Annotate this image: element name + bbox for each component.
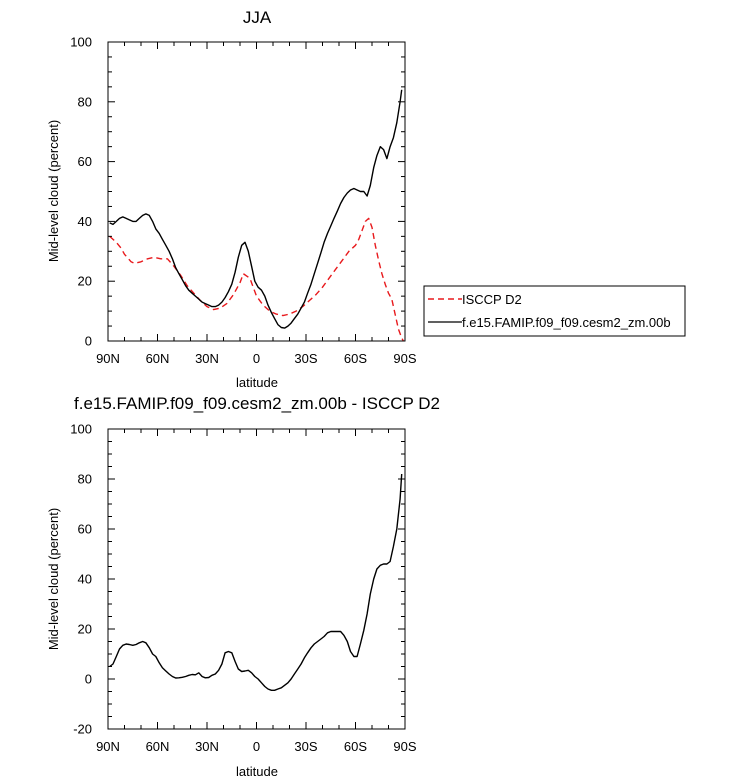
y-tick-label: 60 bbox=[78, 154, 92, 169]
top-y-axis-label: Mid-level cloud (percent) bbox=[46, 120, 61, 262]
x-tick-label: 30N bbox=[195, 739, 219, 754]
y-tick-label: -20 bbox=[73, 722, 92, 737]
top-axes: 90N 60N 30N 0 30S 60S 90S 0 20 40 60 80 100 bbox=[70, 35, 417, 367]
bottom-axes: 90N 60N 30N 0 30S 60S 90S -20 0 20 40 60 80 100 bbox=[70, 422, 417, 755]
x-tick-label: 60S bbox=[344, 351, 367, 366]
y-tick-label: 80 bbox=[78, 472, 92, 487]
top-series-line-0 bbox=[109, 217, 405, 342]
bottom-plot-frame bbox=[107, 428, 406, 730]
top-series-line-1 bbox=[109, 89, 403, 329]
legend-label-isccp: ISCCP D2 bbox=[462, 292, 522, 307]
y-tick-label: 40 bbox=[78, 572, 92, 587]
y-tick-label: 20 bbox=[78, 274, 92, 289]
top-title: JJA bbox=[243, 8, 272, 27]
legend: ISCCP D2 f.e15.FAMIP.f09_f09.cesm2_zm.00… bbox=[423, 285, 686, 337]
y-tick-label: 100 bbox=[70, 35, 92, 50]
legend-box bbox=[423, 285, 686, 337]
y-tick-label: 80 bbox=[78, 94, 92, 109]
bottom-x-axis-label: latitude bbox=[236, 764, 278, 779]
x-tick-label: 60N bbox=[146, 739, 170, 754]
x-tick-label: 0 bbox=[253, 739, 260, 754]
x-tick-label: 30N bbox=[195, 351, 219, 366]
bottom-panel: f.e15.FAMIP.f09_f09.cesm2_zm.00b - ISCCP… bbox=[46, 394, 440, 779]
y-tick-label: 0 bbox=[85, 334, 92, 349]
x-tick-label: 30S bbox=[294, 739, 317, 754]
top-panel: JJA 90N 60N 30N 0 30S 60S 90S 0 20 40 60 80 100 lati… bbox=[46, 8, 417, 390]
bottom-series-line-0 bbox=[109, 473, 403, 691]
y-tick-label: 60 bbox=[78, 522, 92, 537]
x-tick-label: 0 bbox=[253, 351, 260, 366]
bottom-y-axis-label: Mid-level cloud (percent) bbox=[46, 508, 61, 650]
x-tick-label: 90S bbox=[393, 351, 416, 366]
y-tick-label: 100 bbox=[70, 422, 92, 437]
y-tick-label: 20 bbox=[78, 622, 92, 637]
bottom-title: f.e15.FAMIP.f09_f09.cesm2_zm.00b - ISCCP… bbox=[74, 394, 440, 413]
x-tick-label: 90N bbox=[96, 351, 120, 366]
x-tick-label: 30S bbox=[294, 351, 317, 366]
top-series-group bbox=[109, 89, 405, 342]
y-tick-label: 40 bbox=[78, 214, 92, 229]
y-tick-label: 0 bbox=[85, 672, 92, 687]
x-tick-label: 90N bbox=[96, 739, 120, 754]
legend-label-model: f.e15.FAMIP.f09_f09.cesm2_zm.00b bbox=[462, 315, 671, 330]
x-tick-label: 60S bbox=[344, 739, 367, 754]
top-x-axis-label: latitude bbox=[236, 375, 278, 390]
bottom-series-group bbox=[109, 473, 403, 691]
x-tick-label: 90S bbox=[393, 739, 416, 754]
x-tick-label: 60N bbox=[146, 351, 170, 366]
